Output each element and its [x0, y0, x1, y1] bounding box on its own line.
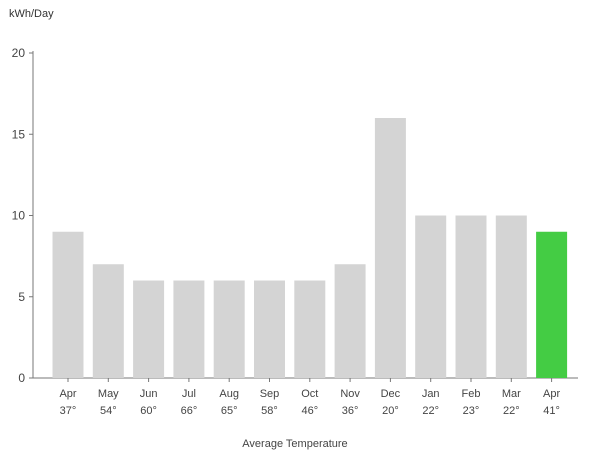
temperature-label: 60° [140, 405, 157, 417]
bar [415, 215, 447, 378]
x-tick-label: Mar [502, 388, 521, 400]
x-tick-label: Jun [140, 388, 158, 400]
x-axis-label: Average Temperature [242, 438, 348, 450]
bar [52, 231, 84, 378]
temperature-label: 65° [221, 405, 238, 417]
bar [455, 215, 487, 378]
x-tick-label: Sep [260, 388, 280, 400]
bar [173, 280, 205, 378]
x-tick-label: Apr [59, 388, 76, 400]
bar [133, 280, 165, 378]
x-tick-label: Feb [462, 388, 481, 400]
temperature-label: 41° [543, 405, 560, 417]
temperature-label: 36° [342, 405, 359, 417]
bar [254, 280, 285, 378]
bar [213, 280, 245, 378]
x-tick-label: Apr [543, 388, 560, 400]
bar [536, 231, 568, 378]
y-tick-label: 20 [12, 46, 26, 60]
temperature-label: 23° [463, 405, 480, 417]
y-tick-label: 0 [18, 371, 25, 385]
y-axis-label: kWh/Day [9, 8, 54, 20]
bar [495, 215, 527, 378]
temperature-label: 22° [422, 405, 439, 417]
temperature-label: 66° [181, 405, 198, 417]
x-tick-label: Aug [219, 388, 239, 400]
temperature-label: 22° [503, 405, 520, 417]
x-tick-label: Dec [381, 388, 401, 400]
x-tick-label: Oct [301, 388, 318, 400]
bar [294, 280, 326, 378]
temperature-label: 58° [261, 405, 278, 417]
x-tick-label: May [98, 388, 119, 400]
x-tick-label: Nov [340, 388, 360, 400]
bar [92, 264, 124, 378]
bar [334, 264, 366, 378]
temperature-label: 54° [100, 405, 117, 417]
x-tick-label: Jul [182, 388, 196, 400]
temperature-label: 20° [382, 405, 399, 417]
bar [374, 118, 406, 378]
x-tick-label: Jan [422, 388, 440, 400]
temperature-label: 46° [301, 405, 318, 417]
y-tick-label: 10 [12, 209, 26, 223]
y-tick-label: 5 [18, 290, 25, 304]
y-tick-label: 15 [12, 127, 26, 141]
temperature-label: 37° [60, 405, 77, 417]
